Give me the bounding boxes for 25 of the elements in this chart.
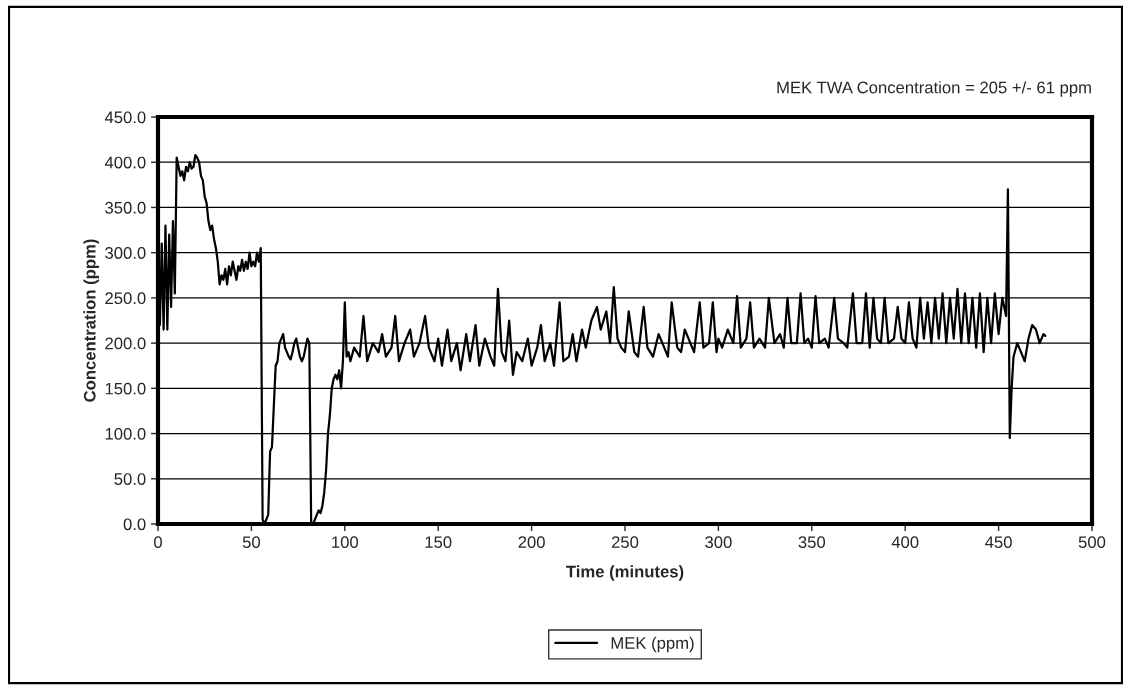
legend-label: MEK (ppm) — [611, 636, 694, 653]
x-tick-label: 250 — [611, 536, 639, 549]
y-tick-label: 200.0 — [105, 337, 146, 350]
y-tick-label: 450.0 — [104, 111, 146, 124]
y-tick-label: 100.0 — [105, 427, 146, 440]
x-tick-label: 200 — [518, 536, 545, 549]
y-tick-label: 250.0 — [105, 292, 146, 305]
y-tick-label: 50.0 — [114, 473, 146, 485]
y-tick-label: 300.0 — [105, 247, 146, 259]
x-tick-label: 350 — [798, 536, 826, 549]
y-tick-label: 400.0 — [104, 156, 146, 169]
x-tick-label: 0 — [154, 536, 162, 549]
x-tick-label: 450 — [985, 536, 1012, 549]
y-tick-label: 350.0 — [105, 201, 146, 214]
y-tick-label: 150.0 — [105, 382, 146, 395]
x-tick-label: 500 — [1078, 536, 1106, 549]
x-tick-label: 400 — [891, 536, 919, 549]
y-axis-title: Concentration (ppm) — [83, 239, 99, 402]
x-axis-title: Time (minutes) — [566, 565, 684, 581]
y-tick-label: 0.0 — [123, 518, 146, 531]
x-tick-label: 50 — [242, 536, 261, 549]
x-tick-label: 100 — [332, 536, 359, 549]
x-tick-label: 150 — [425, 536, 452, 549]
x-tick-label: 300 — [705, 536, 732, 549]
text: MEK TWA Concentration = 205 +/- 61 ppm — [777, 81, 1091, 97]
